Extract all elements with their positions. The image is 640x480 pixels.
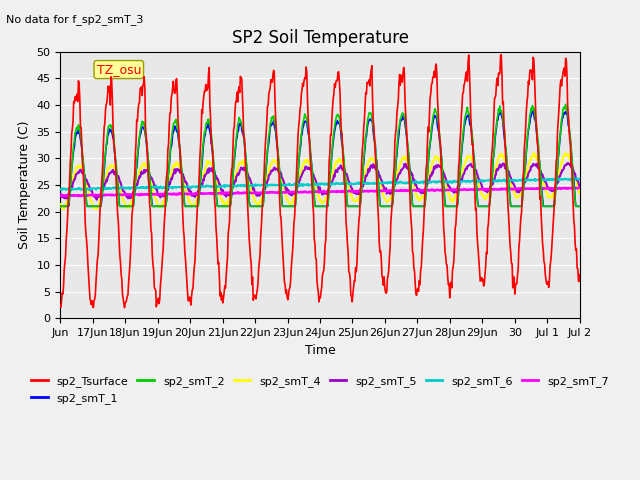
X-axis label: Time: Time [305,344,335,357]
Title: SP2 Soil Temperature: SP2 Soil Temperature [232,29,408,48]
Text: TZ_osu: TZ_osu [97,63,141,76]
Text: No data for f_sp2_smT_3: No data for f_sp2_smT_3 [6,14,144,25]
Y-axis label: Soil Temperature (C): Soil Temperature (C) [18,121,31,249]
Legend: sp2_Tsurface, sp2_smT_1, sp2_smT_2, sp2_smT_4, sp2_smT_5, sp2_smT_6, sp2_smT_7: sp2_Tsurface, sp2_smT_1, sp2_smT_2, sp2_… [27,372,613,408]
